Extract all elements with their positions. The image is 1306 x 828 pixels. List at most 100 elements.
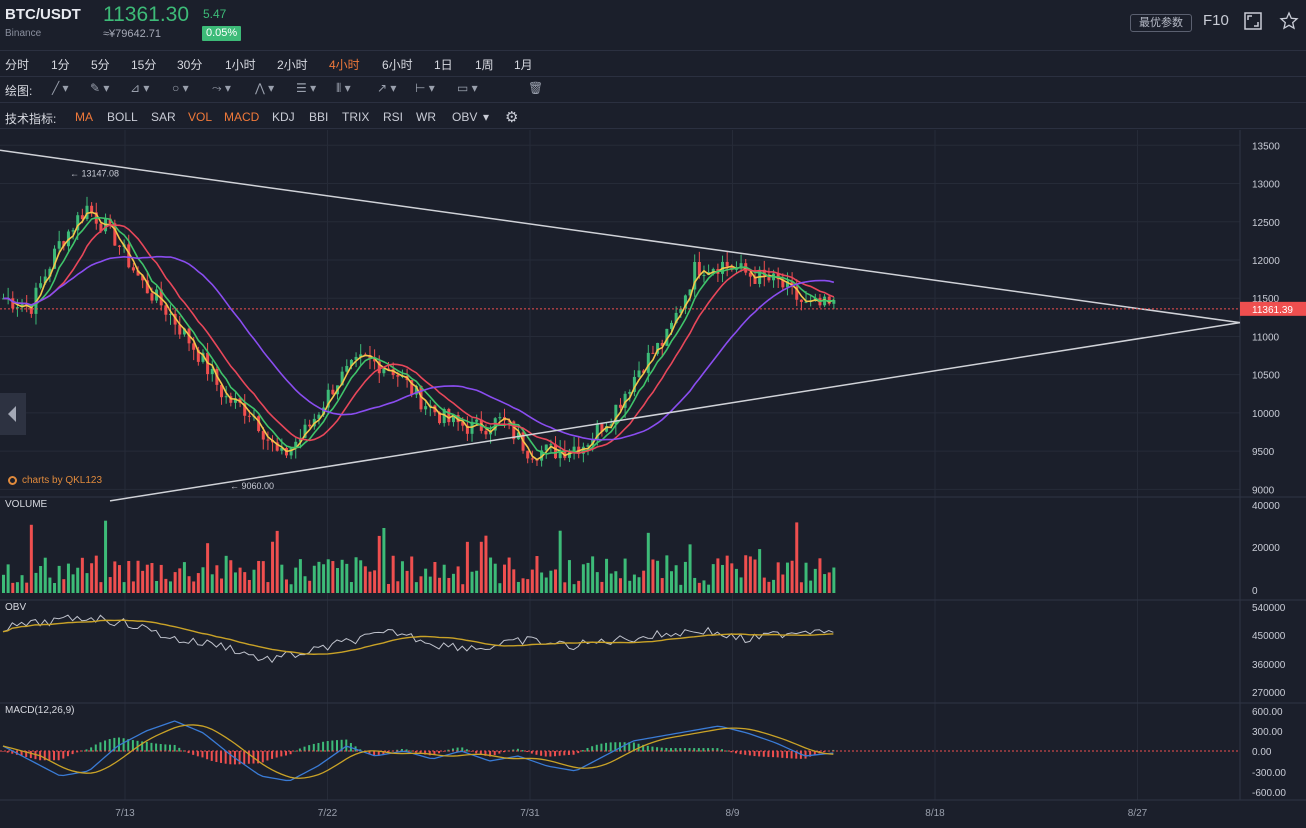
volume-bar (823, 574, 827, 593)
line-tool-icon[interactable]: ╱ ▾ (52, 81, 69, 95)
timeframe-11[interactable]: 1月 (514, 58, 533, 72)
timeframe-1[interactable]: 1分 (51, 58, 70, 72)
obv-dropdown-icon[interactable]: ▾ (483, 110, 490, 124)
indicator-rsi[interactable]: RSI (383, 110, 404, 124)
pen-tool-icon[interactable]: ✎ ▾ (90, 81, 110, 95)
dif-line (2, 720, 834, 782)
x-tick-label: 8/18 (925, 808, 945, 819)
macd-bar (94, 744, 97, 752)
indicator-kdj[interactable]: KDJ (272, 110, 295, 124)
price-cny: ≈¥79642.71 (103, 28, 162, 40)
candle-body (813, 297, 817, 301)
volume-bar (433, 561, 437, 593)
candle-body (359, 354, 363, 357)
obv-ma-line (2, 619, 834, 655)
volume-bar (711, 564, 715, 593)
macd-bar (405, 749, 408, 752)
candle-body (781, 279, 785, 288)
volume-bar (396, 581, 400, 593)
timeframe-0[interactable]: 分时 (5, 58, 30, 72)
gear-icon[interactable]: ⚙ (505, 109, 519, 126)
macd-bar (795, 751, 798, 759)
trash-icon[interactable]: 🗑 (528, 81, 544, 95)
candle-body (275, 442, 279, 451)
volume-bar (243, 572, 247, 593)
macd-bar (173, 744, 176, 752)
measure-tool-icon[interactable]: ⊢ ▾ (415, 81, 435, 95)
x-tick-label: 7/22 (318, 808, 338, 819)
indicator-ma[interactable]: MA (75, 110, 93, 124)
volume-bar (308, 580, 312, 593)
indicator-trix[interactable]: TRIX (342, 110, 370, 124)
indicator-sar[interactable]: SAR (151, 110, 176, 124)
fullscreen-icon[interactable] (1243, 11, 1263, 31)
macd-bar (758, 751, 761, 757)
candle-body (605, 426, 609, 432)
macd-bar (215, 751, 218, 763)
timeframe-6[interactable]: 2小时 (277, 58, 308, 72)
volume-bar (581, 564, 585, 593)
volume-bar (461, 584, 465, 593)
timeframe-8[interactable]: 6小时 (382, 58, 413, 72)
timeframe-7[interactable]: 4小时 (329, 58, 360, 72)
timeframe-10[interactable]: 1周 (475, 58, 494, 72)
macd-bar (646, 745, 649, 752)
volume-bar (567, 560, 571, 593)
star-icon[interactable] (1279, 11, 1299, 31)
macd-bar (781, 751, 784, 758)
candle-body (591, 438, 595, 446)
macd-bar (526, 751, 529, 753)
fib-tool-icon[interactable]: ☰ ▾ (296, 81, 317, 95)
indicator-boll[interactable]: BOLL (107, 110, 138, 124)
timeframe-4[interactable]: 30分 (177, 58, 203, 72)
candle-body (465, 425, 469, 434)
wave-tool-icon[interactable]: ⤳ ▾ (212, 81, 231, 95)
shape-tool-icon[interactable]: ○ ▾ (172, 81, 189, 95)
collapse-panel-button[interactable] (0, 393, 26, 435)
indicator-obv[interactable]: OBV (452, 110, 478, 124)
candle-body (340, 371, 344, 386)
note-tool-icon[interactable]: ▭ ▾ (457, 81, 478, 95)
volume-bar (164, 578, 168, 593)
ray-tool-icon[interactable]: ⊿ ▾ (130, 81, 150, 95)
volume-bar (261, 561, 265, 593)
f10-button[interactable]: F10 (1203, 12, 1229, 29)
indicator-vol[interactable]: VOL (188, 110, 213, 124)
indicator-label: 技术指标: (5, 112, 57, 126)
volume-bar (637, 577, 641, 593)
timeframe-2[interactable]: 5分 (91, 58, 110, 72)
volume-bar (57, 565, 61, 593)
x-tick-label: 8/27 (1128, 808, 1148, 819)
timeframe-3[interactable]: 15分 (131, 58, 157, 72)
macd-bar (99, 742, 102, 752)
candle-body (210, 368, 214, 375)
indicator-bbi[interactable]: BBI (309, 110, 329, 124)
channel-tool-icon[interactable]: ⦀ ▾ (336, 81, 351, 95)
macd-bar (424, 751, 427, 755)
pattern-tool-icon[interactable]: ⋀ ▾ (255, 81, 275, 95)
volume-bar (563, 582, 567, 593)
candle-body (29, 304, 33, 314)
best-params-button[interactable]: 最优参数 (1130, 14, 1192, 32)
volume-bar (173, 572, 177, 593)
candle-body (196, 349, 200, 362)
divider (0, 102, 1306, 103)
candle-body (39, 283, 43, 288)
indicator-macd[interactable]: MACD (224, 110, 260, 124)
macd-bar (66, 751, 69, 757)
volume-bar (233, 572, 237, 593)
arrow-tool-icon[interactable]: ↗ ▾ (377, 81, 397, 95)
macd-bar (419, 751, 422, 754)
volume-bar (155, 580, 159, 593)
macd-bar (289, 751, 292, 755)
candle-body (308, 424, 312, 427)
candle-body (182, 328, 186, 335)
macd-bar (345, 739, 348, 752)
indicator-wr[interactable]: WR (416, 110, 436, 124)
macd-bar (683, 748, 686, 752)
volume-bar (317, 561, 321, 593)
timeframe-9[interactable]: 1日 (434, 58, 453, 72)
macd-bar (368, 751, 371, 755)
timeframe-5[interactable]: 1小时 (225, 58, 256, 72)
